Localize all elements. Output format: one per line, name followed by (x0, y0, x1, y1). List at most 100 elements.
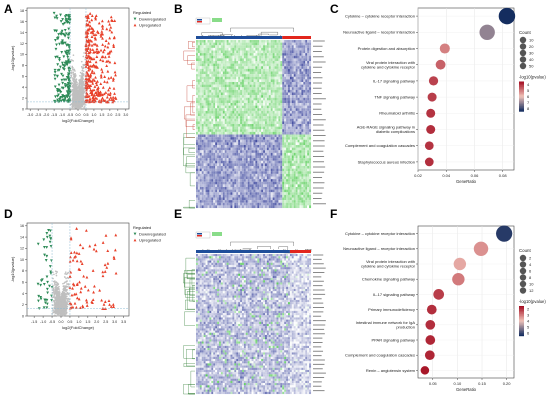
heatmap-cell (215, 72, 217, 75)
heatmap-cell (263, 85, 265, 88)
upregulated-point (91, 35, 94, 38)
heatmap-cell (267, 61, 269, 64)
heatmap-cell (257, 85, 259, 88)
upregulated-point (100, 299, 103, 302)
heatmap-cell (255, 69, 257, 72)
heatmap-cell (255, 66, 257, 69)
heatmap-cell (250, 85, 252, 88)
heatmap-cell (261, 87, 263, 90)
ns-point (83, 67, 85, 69)
ns-point (64, 306, 66, 308)
heatmap-cell (225, 61, 227, 64)
heatmap-cell (196, 53, 198, 56)
heatmap-cell (206, 43, 208, 46)
ns-point (66, 273, 68, 275)
heatmap-cell (206, 87, 208, 90)
downregulated-point (45, 259, 48, 262)
heatmap-cell (223, 45, 225, 48)
heatmap-cell (242, 40, 244, 43)
ns-point (82, 94, 84, 96)
heatmap-cell (271, 40, 273, 43)
heatmap-cell (221, 64, 223, 67)
x-tick-label: 3.0 (123, 113, 128, 117)
heatmap-cell (221, 43, 223, 46)
downregulated-point (60, 20, 63, 23)
heatmap-cell (257, 64, 259, 67)
ns-point (58, 288, 60, 290)
upregulated-point (98, 289, 101, 292)
heatmap-cell (292, 58, 294, 61)
heatmap-cell (240, 82, 242, 85)
heatmap-cell (238, 40, 240, 43)
heatmap-cell (263, 69, 265, 72)
heatmap-cell (229, 72, 231, 75)
heatmap-cell (263, 79, 265, 82)
heatmap-cell (273, 95, 275, 98)
heatmap-cell (217, 79, 219, 82)
heatmap-cell (277, 51, 279, 54)
heatmap-cell (273, 45, 275, 48)
heatmap-cell (277, 74, 279, 77)
heatmap-cell (286, 45, 288, 48)
ns-point (83, 107, 85, 109)
heatmap-cell (286, 56, 288, 59)
heatmap-cell (252, 40, 254, 43)
heatmap-cell (277, 61, 279, 64)
heatmap-cell (300, 40, 302, 43)
heatmap-cell (240, 40, 242, 43)
upregulated-point (92, 291, 95, 294)
heatmap-cell (275, 77, 277, 80)
heatmap-cell (280, 51, 282, 54)
x-tick-label: -1.0 (59, 113, 65, 117)
heatmap-cell (298, 43, 300, 46)
heatmap-cell (275, 93, 277, 96)
heatmap-cell (240, 64, 242, 67)
heatmap-cell (234, 95, 236, 98)
heatmap-cell (227, 66, 229, 69)
heatmap-cell (275, 53, 277, 56)
downregulated-point (54, 78, 57, 81)
heatmap-cell (254, 74, 256, 77)
heatmap-cell (213, 82, 215, 85)
heatmap-cell (217, 56, 219, 59)
heatmap-cell (217, 85, 219, 88)
heatmap-cell (229, 43, 231, 46)
heatmap-cell (300, 85, 302, 88)
upregulated-point (81, 262, 84, 265)
heatmap-cell (282, 90, 284, 93)
heatmap-cell (240, 53, 242, 56)
heatmap-cell (301, 82, 303, 85)
heatmap-cell (263, 45, 265, 48)
heatmap-cell (246, 43, 248, 46)
heatmap-cell (301, 58, 303, 61)
ns-point (56, 271, 58, 273)
heatmap-cell (248, 79, 250, 82)
heatmap-cell (206, 85, 208, 88)
heatmap-cell (296, 48, 298, 51)
heatmap-cell (215, 43, 217, 46)
heatmap-cell (290, 64, 292, 67)
upregulated-point (100, 49, 103, 52)
upregulated-point (108, 303, 111, 306)
heatmap-cell (200, 43, 202, 46)
heatmap-cell (236, 64, 238, 67)
ns-point (67, 306, 69, 308)
heatmap-cell (252, 56, 254, 59)
downregulated-point (39, 284, 42, 287)
heatmap-cell (300, 79, 302, 82)
ns-point (75, 84, 77, 86)
upregulated-point (108, 29, 111, 32)
heatmap-cell (219, 56, 221, 59)
x-tick-label: 0.0 (76, 113, 81, 117)
upregulated-point (98, 22, 101, 25)
heatmap-cell (225, 85, 227, 88)
heatmap-cell (231, 61, 233, 64)
heatmap-cell (202, 45, 204, 48)
heatmap-cell (296, 43, 298, 46)
heatmap-cell (284, 85, 286, 88)
heatmap-cell (234, 48, 236, 51)
ns-point (78, 85, 80, 87)
ns-point (53, 295, 55, 297)
heatmap-cell (221, 69, 223, 72)
